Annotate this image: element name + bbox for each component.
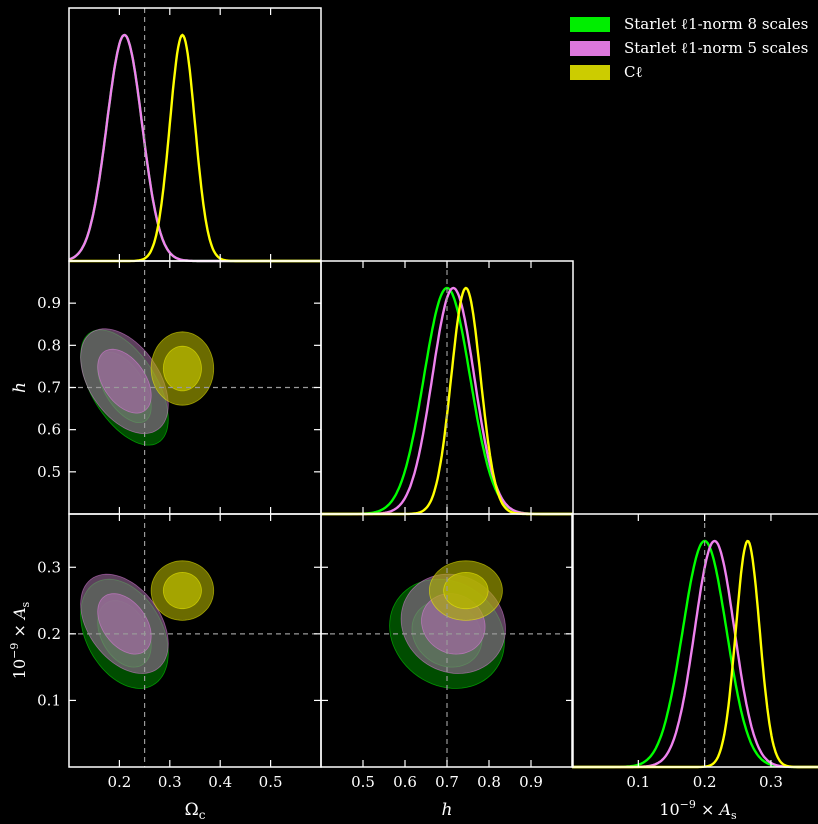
x-tick-label-h: 0.8: [477, 773, 501, 791]
y-tick-label-h: 0.6: [37, 421, 61, 439]
legend-label-8-scales: Starlet ℓ1-norm 8 scales: [624, 14, 809, 33]
y-axis-label-As: 10−9 × As: [8, 601, 32, 679]
y-tick-label-As: 0.1: [37, 691, 61, 709]
x-tick-label-omega_c: 0.3: [158, 773, 182, 791]
panel-bg-2-2: [572, 514, 818, 767]
contours-panel-h-omega_c: [80, 328, 215, 446]
legend-swatch-cl: [570, 64, 610, 80]
x-axis-label-h: h: [442, 800, 453, 820]
contour-cl-68: [443, 571, 489, 610]
y-tick-label-h: 0.9: [37, 294, 61, 312]
legend-swatch-5-scales: [570, 40, 610, 56]
contour-5-scales-68: [97, 593, 152, 655]
x-tick-label-h: 0.6: [393, 773, 417, 791]
x-tick-label-h: 0.5: [351, 773, 375, 791]
panel-frame-2-2: [571, 513, 818, 768]
x-tick-label-As: 0.3: [759, 773, 783, 791]
y-tick-label-As: 0.2: [37, 625, 61, 643]
contour-5-scales-68: [97, 348, 152, 414]
x-axis-label-omega_c: Ωc: [185, 800, 206, 822]
y-tick-label-h: 0.7: [37, 379, 61, 397]
y-axis-label-h: h: [10, 382, 30, 393]
legend-entry-cl: Cℓ: [570, 60, 818, 84]
legend: Starlet ℓ1-norm 8 scales Starlet ℓ1-norm…: [570, 12, 818, 84]
x-tick-label-omega_c: 0.5: [259, 773, 283, 791]
y-tick-label-h: 0.8: [37, 336, 61, 354]
x-axis-label-As: 10−9 × As: [659, 798, 737, 822]
x-tick-label-h: 0.9: [519, 773, 543, 791]
x-tick-label-omega_c: 0.4: [208, 773, 232, 791]
y-tick-label-As: 0.3: [37, 558, 61, 576]
legend-label-5-scales: Starlet ℓ1-norm 5 scales: [624, 38, 809, 57]
x-tick-label-omega_c: 0.2: [107, 773, 131, 791]
legend-swatch-8-scales: [570, 16, 610, 32]
contour-cl-68: [162, 345, 202, 392]
x-tick-label-As: 0.2: [693, 773, 717, 791]
y-tick-label-h: 0.5: [37, 463, 61, 481]
x-tick-label-As: 0.1: [626, 773, 650, 791]
legend-entry-5-scales: Starlet ℓ1-norm 5 scales: [570, 36, 818, 60]
legend-entry-8-scales: Starlet ℓ1-norm 8 scales: [570, 12, 818, 36]
legend-label-cl: Cℓ: [624, 62, 643, 81]
x-tick-label-h: 0.7: [435, 773, 459, 791]
contour-cl-68: [162, 571, 202, 610]
